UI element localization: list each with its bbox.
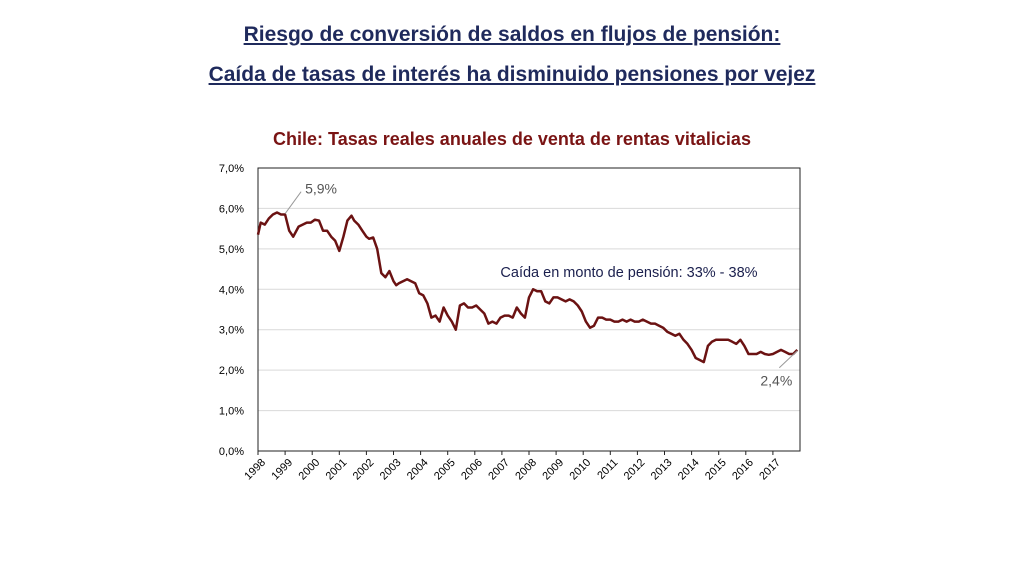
y-tick-label: 0,0% (219, 446, 244, 458)
y-tick-label: 2,0% (219, 365, 244, 377)
y-tick-label: 5,0% (219, 244, 244, 256)
y-tick-label: 7,0% (219, 163, 244, 175)
x-tick-label: 2006 (459, 457, 485, 483)
series-line (256, 211, 799, 364)
x-tick-label: 2008 (513, 457, 539, 483)
slide-title-line1: Riesgo de conversión de saldos en flujos… (243, 23, 781, 46)
x-tick-label: 2011 (595, 457, 620, 482)
pension-drop-note: Caída en monto de pensión: 33% - 38% (500, 265, 757, 281)
x-tick-label: 1998 (242, 457, 268, 483)
x-tick-label: 2016 (730, 457, 756, 483)
x-tick-label: 2001 (324, 457, 350, 483)
x-tick-label: 2003 (378, 457, 404, 483)
x-tick-label: 2007 (486, 457, 512, 483)
peak-label: 5,9% (305, 181, 337, 197)
y-tick-label: 1,0% (219, 406, 244, 418)
x-tick-label: 2010 (568, 457, 594, 483)
x-tick-label: 2009 (540, 457, 566, 483)
x-tick-label: 2017 (757, 457, 783, 483)
end-label: 2,4% (760, 373, 792, 389)
plot-area-border (257, 167, 801, 452)
chart-title: Chile: Tasas reales anuales de venta de … (273, 129, 751, 149)
x-tick-label: 2014 (676, 457, 702, 483)
x-tick-label: 2000 (297, 457, 323, 483)
x-tick-label: 2015 (703, 457, 729, 483)
y-tick-label: 6,0% (219, 203, 244, 215)
end-leader-line (778, 350, 798, 369)
slide-title-line2: Caída de tasas de interés ha disminuido … (208, 63, 816, 86)
x-tick-label: 2002 (351, 457, 377, 483)
x-tick-label: 2004 (405, 457, 431, 483)
peak-leader-line (284, 191, 302, 214)
x-tick-label: 2005 (432, 457, 458, 483)
y-tick-label: 4,0% (219, 284, 244, 296)
x-tick-label: 2013 (649, 457, 675, 483)
x-tick-label: 1999 (269, 457, 295, 483)
y-tick-label: 3,0% (219, 325, 244, 337)
x-tick-label: 2012 (622, 457, 648, 483)
